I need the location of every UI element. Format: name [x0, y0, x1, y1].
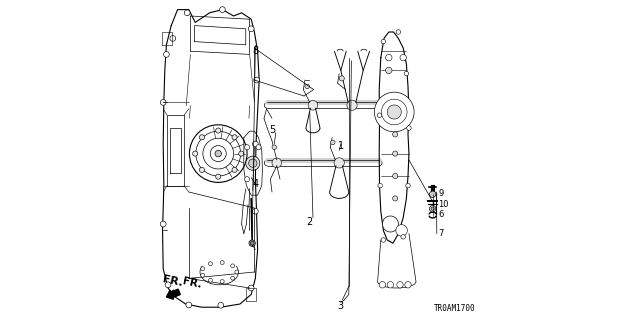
Circle shape [200, 167, 205, 172]
Circle shape [200, 135, 205, 140]
Circle shape [385, 54, 392, 61]
Circle shape [381, 238, 385, 242]
Circle shape [189, 125, 247, 182]
Text: 6: 6 [438, 210, 444, 219]
Circle shape [381, 39, 385, 44]
Circle shape [164, 52, 169, 57]
Circle shape [209, 278, 212, 282]
Circle shape [196, 131, 241, 176]
Circle shape [387, 282, 394, 288]
Circle shape [220, 7, 225, 12]
Circle shape [160, 100, 166, 105]
Text: 4: 4 [252, 179, 259, 189]
Circle shape [218, 302, 224, 308]
Circle shape [215, 150, 221, 157]
Circle shape [248, 26, 254, 32]
Circle shape [347, 100, 357, 110]
Circle shape [253, 208, 259, 214]
Text: TR0AM1700: TR0AM1700 [433, 304, 475, 313]
Circle shape [203, 138, 234, 169]
Circle shape [334, 158, 344, 168]
Circle shape [209, 262, 212, 266]
Text: 5: 5 [269, 124, 276, 135]
Circle shape [165, 282, 171, 288]
Text: 8: 8 [252, 46, 259, 56]
Circle shape [232, 167, 237, 172]
Circle shape [244, 177, 250, 182]
Circle shape [239, 151, 244, 156]
Circle shape [210, 146, 227, 162]
Circle shape [405, 282, 412, 288]
Circle shape [378, 183, 383, 188]
Circle shape [374, 92, 414, 132]
Circle shape [246, 156, 260, 170]
Circle shape [231, 276, 235, 280]
Circle shape [378, 113, 381, 117]
Circle shape [193, 151, 198, 156]
Circle shape [249, 159, 257, 167]
Circle shape [387, 105, 401, 119]
Circle shape [216, 174, 221, 179]
Text: 10: 10 [438, 200, 449, 209]
Circle shape [397, 282, 403, 288]
Circle shape [379, 282, 385, 288]
Circle shape [160, 221, 166, 227]
Text: 1: 1 [338, 140, 344, 151]
Circle shape [400, 54, 406, 61]
Circle shape [186, 302, 192, 308]
Text: 7: 7 [438, 229, 444, 238]
Circle shape [339, 76, 344, 81]
Circle shape [429, 191, 436, 197]
Circle shape [201, 273, 205, 277]
Circle shape [393, 173, 398, 179]
Circle shape [253, 77, 260, 83]
Text: 2: 2 [307, 217, 313, 228]
Circle shape [396, 225, 408, 236]
Circle shape [429, 205, 436, 212]
Circle shape [235, 270, 239, 274]
Circle shape [330, 140, 335, 145]
Circle shape [406, 183, 410, 188]
Circle shape [393, 196, 398, 201]
Circle shape [220, 260, 224, 264]
Text: FR.: FR. [182, 276, 203, 290]
Circle shape [401, 235, 406, 239]
Circle shape [216, 128, 221, 133]
FancyArrow shape [166, 289, 180, 299]
Circle shape [220, 280, 224, 284]
Circle shape [244, 145, 250, 150]
Circle shape [272, 158, 282, 168]
Circle shape [381, 99, 407, 125]
Circle shape [383, 216, 398, 232]
Circle shape [201, 267, 205, 271]
Circle shape [393, 151, 398, 156]
Circle shape [250, 241, 254, 245]
Circle shape [256, 145, 261, 150]
Text: 3: 3 [338, 300, 344, 311]
Circle shape [253, 141, 259, 147]
Circle shape [231, 264, 235, 268]
Circle shape [385, 67, 392, 74]
Circle shape [308, 100, 317, 110]
Circle shape [248, 285, 254, 291]
Circle shape [184, 10, 190, 16]
Circle shape [305, 84, 310, 89]
Text: 9: 9 [438, 189, 444, 198]
Circle shape [393, 132, 398, 137]
Circle shape [431, 207, 435, 210]
Circle shape [396, 30, 401, 34]
Circle shape [407, 126, 412, 130]
Circle shape [170, 36, 175, 41]
Circle shape [404, 71, 409, 76]
Circle shape [272, 145, 276, 149]
Circle shape [232, 135, 237, 140]
Text: FR.: FR. [161, 274, 183, 288]
Circle shape [249, 240, 255, 246]
